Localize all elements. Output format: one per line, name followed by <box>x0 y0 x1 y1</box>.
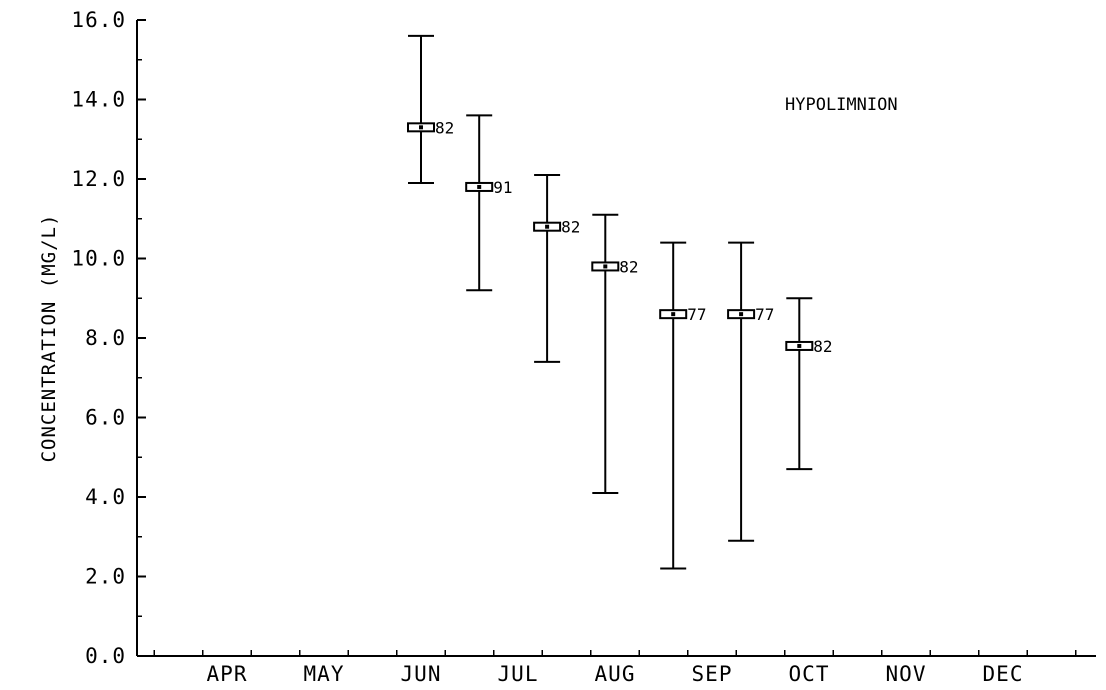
x-tick-label: JUL <box>498 662 539 686</box>
mean-dot <box>797 343 802 348</box>
x-tick-label: MAY <box>304 662 345 686</box>
sample-count-label: 82 <box>619 257 638 276</box>
x-tick-label: DEC <box>983 662 1024 686</box>
y-tick-label: 6.0 <box>85 406 126 430</box>
y-tick-label: 4.0 <box>85 485 126 509</box>
sample-count-label: 82 <box>561 218 580 237</box>
mean-dot <box>477 184 482 189</box>
y-tick-label: 2.0 <box>85 565 126 589</box>
y-tick-label: 0.0 <box>85 644 126 668</box>
data-point-group: 82 <box>785 297 833 471</box>
sample-count-label: 77 <box>687 305 706 324</box>
hypolimnion-label: HYPOLIMNION <box>785 95 898 115</box>
sample-count-label: 82 <box>435 118 454 137</box>
mean-dot <box>545 224 550 229</box>
data-point-group: 82 <box>533 174 580 363</box>
data-point-group: 77 <box>659 241 706 570</box>
y-tick-label: 8.0 <box>85 326 126 350</box>
x-tick-label: AUG <box>595 662 636 686</box>
y-tick-label: 14.0 <box>71 88 126 112</box>
sample-count-label: 77 <box>755 305 774 324</box>
x-tick-label: OCT <box>789 662 830 686</box>
y-axis-label: CONCENTRATION (MG/L) <box>38 214 60 463</box>
data-point-group: 82 <box>407 34 454 184</box>
x-ticks: APR MAY JUN JUL AUG SEP OCT NOV DEC <box>153 650 1077 686</box>
sample-count-label: 91 <box>493 178 512 197</box>
data-point-group: 82 <box>591 213 639 495</box>
mean-dot <box>671 312 676 317</box>
data-point-group: 77 <box>727 241 774 542</box>
x-tick-label: JUN <box>401 662 442 686</box>
x-tick-label: NOV <box>886 662 927 686</box>
sample-count-label: 82 <box>813 337 832 356</box>
x-tick-label: APR <box>207 662 248 686</box>
x-tick-label: SEP <box>692 662 733 686</box>
y-tick-label: 16.0 <box>71 8 126 32</box>
y-tick-label: 10.0 <box>71 247 126 271</box>
y-tick-label: 12.0 <box>71 167 126 191</box>
mean-dot <box>419 125 423 130</box>
data-points: 82 91 82 82 77 77 82 <box>407 34 833 570</box>
y-ticks: 0.0 2.0 4.0 6.0 8.0 10.0 12.0 14.0 16.0 <box>71 8 146 668</box>
mean-dot <box>603 264 608 269</box>
data-point-group: 91 <box>465 114 512 292</box>
mean-dot <box>739 312 744 317</box>
